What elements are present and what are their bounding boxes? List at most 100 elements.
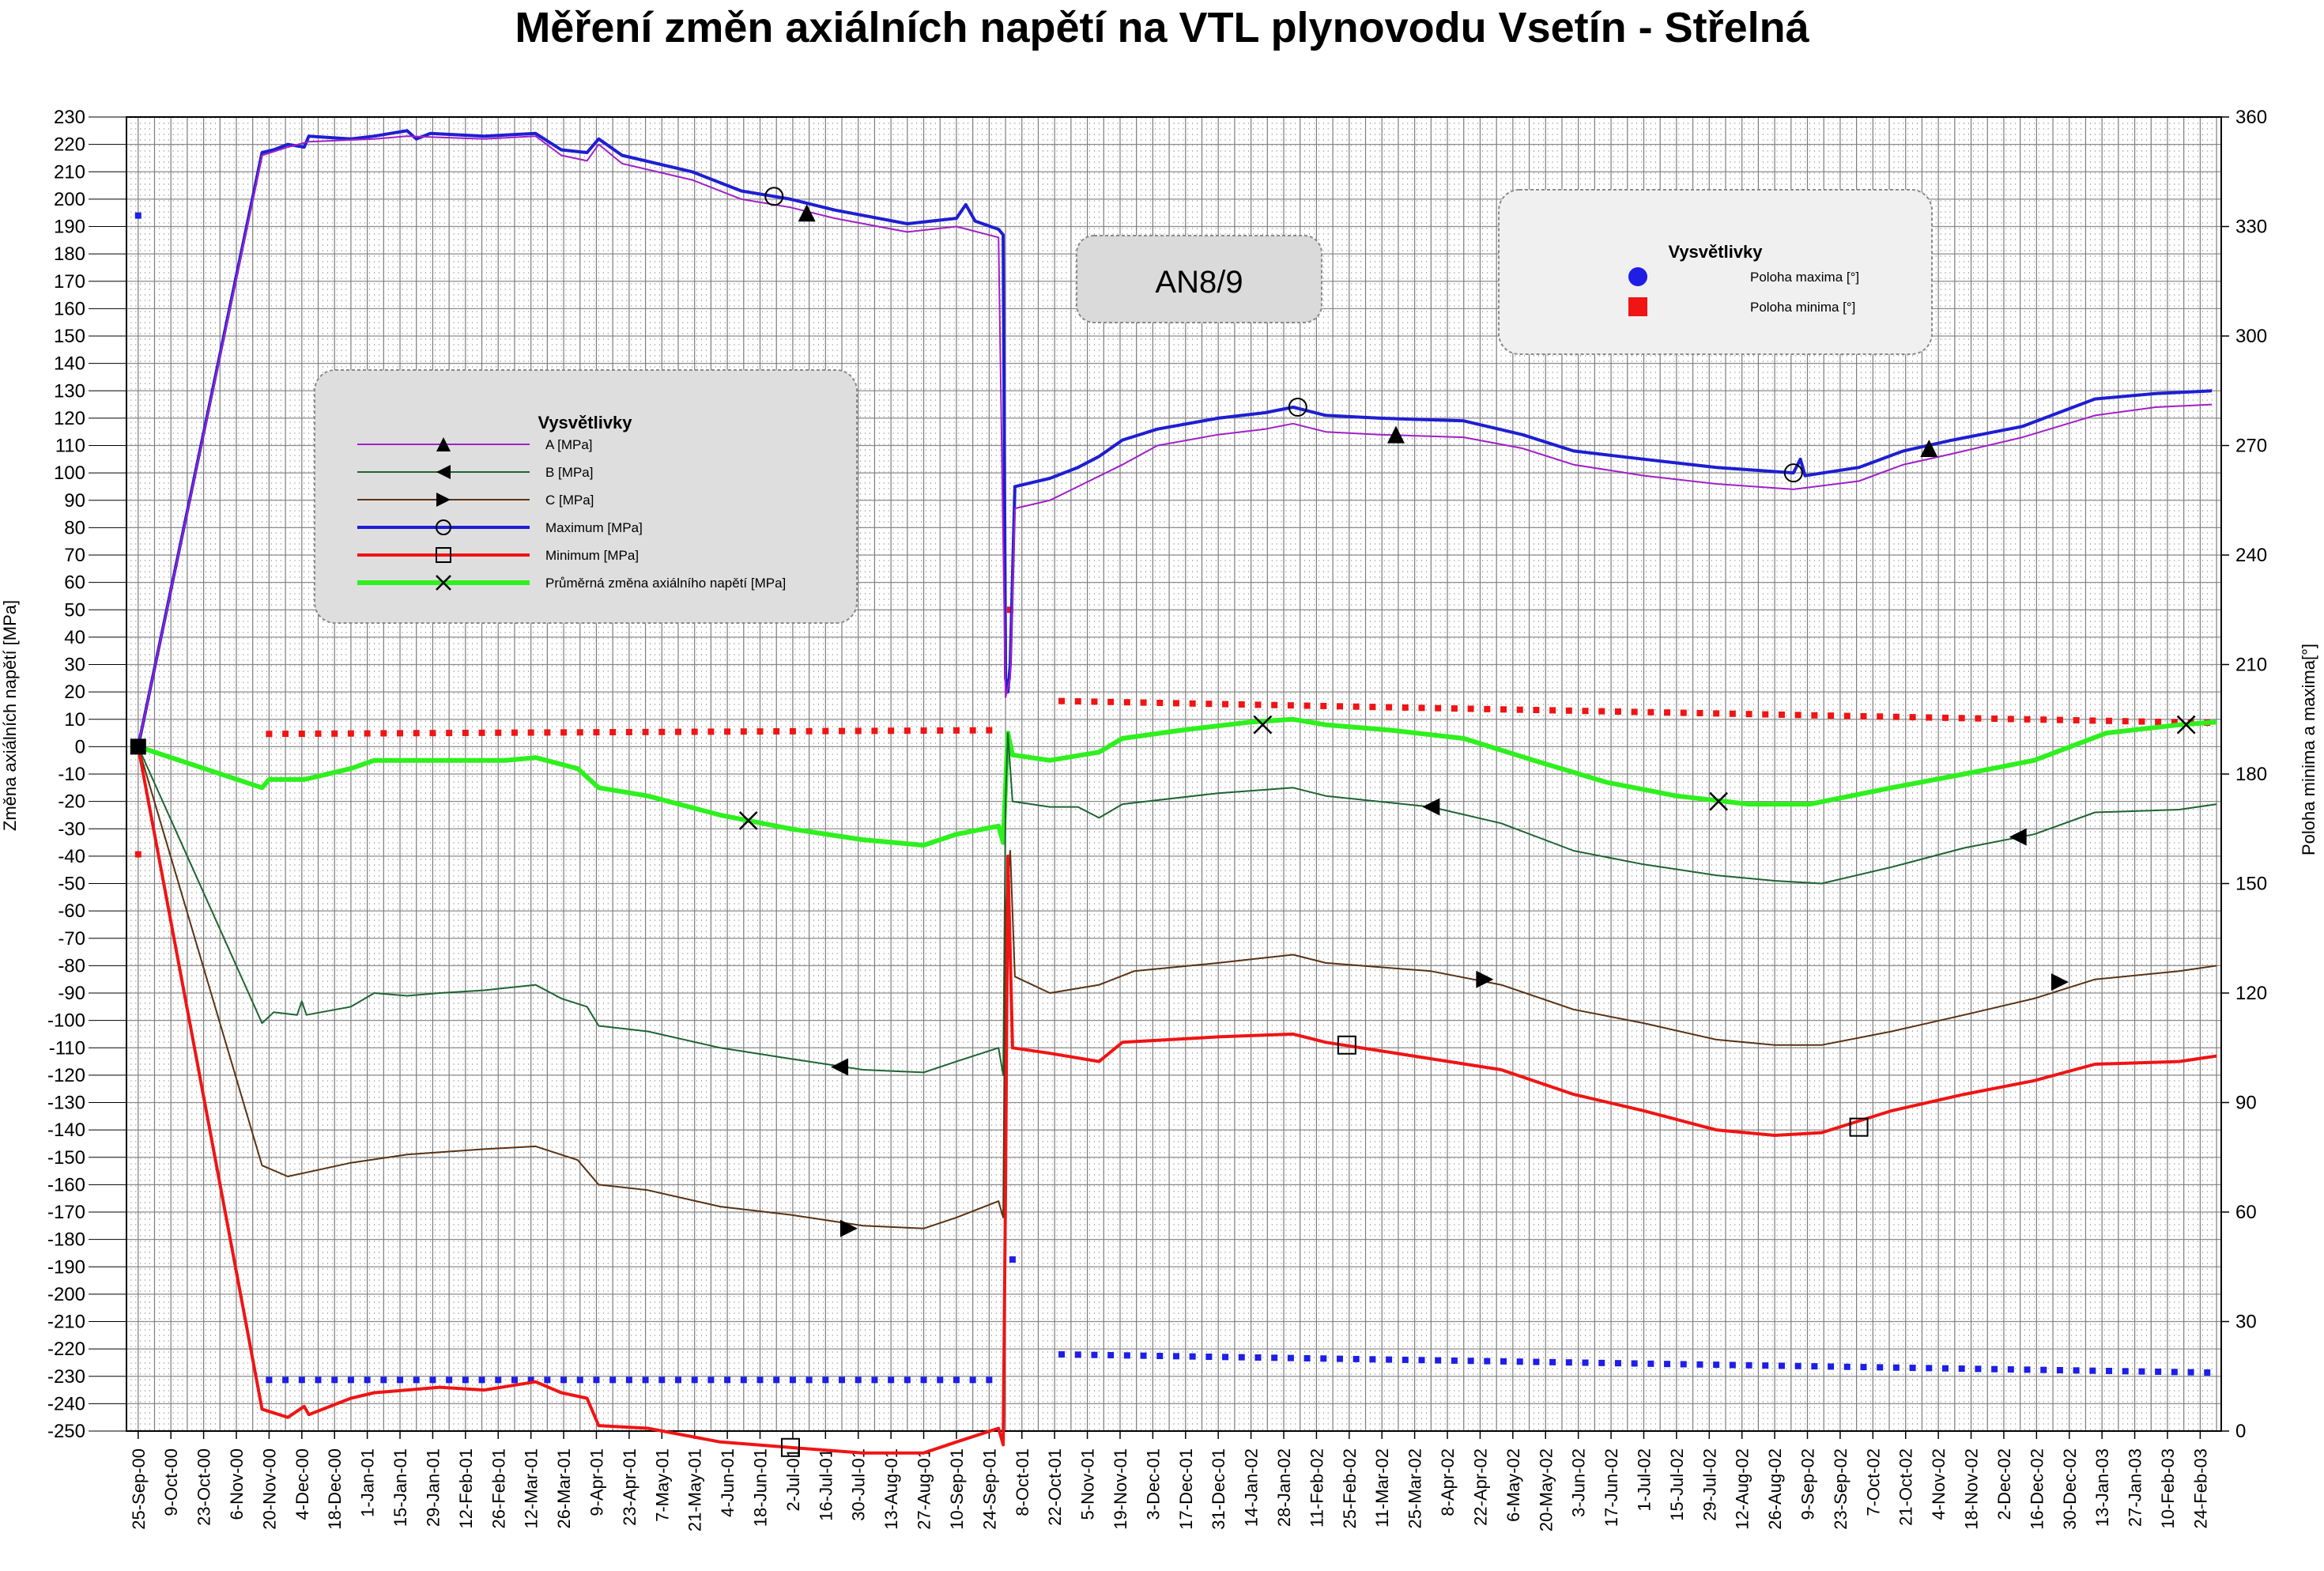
legend-title: Vysvětlivky <box>538 413 632 432</box>
position-point <box>1975 715 1982 722</box>
x-tick-label: 3-Jun-02 <box>1569 1448 1589 1517</box>
y-tick-label: 180 <box>54 244 85 265</box>
x-tick-label: 23-Apr-01 <box>620 1448 639 1526</box>
legend-label: A [MPa] <box>545 437 593 452</box>
marker-triangle-left <box>831 1058 849 1076</box>
y-tick-label: 120 <box>54 408 85 429</box>
position-point <box>2024 716 2031 723</box>
position-point <box>674 728 681 735</box>
x-tick-label: 3-Dec-01 <box>1143 1448 1163 1520</box>
position-point <box>1582 1359 1589 1366</box>
position-point <box>1696 1361 1703 1368</box>
y2-tick-label: 270 <box>2235 436 2267 457</box>
position-point <box>1647 708 1654 716</box>
y-tick-label: -50 <box>58 874 85 895</box>
position-point <box>1451 705 1458 712</box>
y-tick-label: 50 <box>64 599 85 621</box>
marker-square <box>1337 1035 1356 1055</box>
y-tick-label: -180 <box>47 1229 85 1251</box>
y-tick-label: -140 <box>47 1120 85 1141</box>
y-tick-label: -100 <box>47 1010 85 1032</box>
position-point <box>1647 1360 1654 1367</box>
position-point <box>1828 1363 1835 1370</box>
position-point <box>707 728 715 735</box>
position-point <box>1353 703 1360 710</box>
y2-tick-label: 90 <box>2235 1093 2257 1114</box>
chart-title: Měření změn axiálních napětí na VTL plyn… <box>515 4 1809 51</box>
marker-triangle-right <box>2050 973 2069 991</box>
position-point <box>331 730 338 737</box>
position-point <box>1958 1365 1965 1373</box>
position-point <box>839 1377 846 1384</box>
position-point <box>2122 718 2129 725</box>
position-point <box>1402 1356 1409 1363</box>
position-point <box>544 1377 551 1384</box>
x-tick-label: 22-Oct-01 <box>1045 1448 1065 1526</box>
y-tick-label: 20 <box>64 682 85 703</box>
marker-triangle-up <box>1386 425 1405 444</box>
marker-triangle-up <box>798 204 816 222</box>
position-point <box>1222 1354 1229 1361</box>
position-point <box>2155 718 2162 725</box>
position-point <box>822 727 829 735</box>
position-point <box>1811 1363 1818 1370</box>
x-tick-label: 27-Jan-03 <box>2126 1448 2145 1527</box>
x-tick-label: 6-Nov-00 <box>227 1448 247 1520</box>
x-axis-ticks: 25-Sep-00 9-Oct-00 23-Oct-00 6-Nov-00 20-Nov… <box>129 1431 2210 1531</box>
x-tick-label: 18-Dec-00 <box>325 1448 345 1530</box>
position-point <box>855 1377 862 1384</box>
y2-axis-title: Poloha minima a maxima[°] <box>2299 644 2318 855</box>
position-point <box>2024 1366 2031 1373</box>
legend-position-marker <box>1628 297 1647 316</box>
position-point <box>1516 706 1523 713</box>
badge-label: AN8/9 <box>1155 265 1243 300</box>
y-axis-title: Změna axiálních napětí [MPa] <box>0 600 20 831</box>
position-point <box>953 1377 960 1384</box>
position-point <box>1533 707 1540 714</box>
position-point <box>1320 1355 1327 1362</box>
marker-triangle-left <box>2009 828 2027 846</box>
position-point <box>446 730 453 737</box>
x-tick-label: 22-Apr-02 <box>1470 1448 1490 1526</box>
y-tick-label: -160 <box>47 1174 85 1195</box>
position-point <box>1516 1358 1523 1365</box>
y-tick-label: -40 <box>58 846 85 867</box>
position-point <box>266 1377 273 1384</box>
x-tick-label: 26-Mar-01 <box>554 1448 574 1528</box>
position-point <box>888 727 895 735</box>
position-point <box>347 1377 354 1384</box>
x-tick-label: 10-Feb-03 <box>2158 1448 2178 1529</box>
position-point <box>1156 1353 1164 1360</box>
y-tick-label: -220 <box>47 1339 85 1360</box>
legend-position-label: Poloha minima [°] <box>1750 300 1855 315</box>
position-point <box>1664 1361 1671 1368</box>
position-point <box>1892 713 1900 720</box>
position-point <box>1909 714 1916 721</box>
y2-tick-label: 210 <box>2235 655 2267 676</box>
x-tick-label: 7-May-01 <box>652 1448 672 1522</box>
position-point <box>1631 1360 1638 1367</box>
position-point <box>2171 719 2178 726</box>
x-tick-label: 12-Aug-02 <box>1733 1448 1752 1530</box>
position-point <box>625 728 632 735</box>
position-point <box>446 1377 453 1384</box>
position-point <box>1140 1352 1147 1359</box>
position-point <box>1074 698 1081 705</box>
position-point <box>1435 1357 1442 1364</box>
x-tick-label: 4-Nov-02 <box>1929 1448 1949 1520</box>
y-tick-label: 100 <box>54 463 85 484</box>
y-tick-label: -10 <box>58 764 85 785</box>
position-point <box>1254 701 1262 708</box>
position-point <box>429 1377 436 1384</box>
position-point <box>1598 708 1605 715</box>
legend-label: Maximum [MPa] <box>545 520 643 535</box>
y2-tick-label: 0 <box>2235 1421 2246 1442</box>
position-point <box>969 1377 976 1384</box>
position-point <box>1140 699 1147 706</box>
position-point <box>1762 1362 1769 1369</box>
position-point <box>1860 1364 1867 1371</box>
x-tick-label: 17-Jun-02 <box>1602 1448 1621 1527</box>
position-point <box>1418 704 1425 712</box>
x-tick-label: 14-Jan-02 <box>1242 1448 1262 1527</box>
position-point <box>805 727 813 735</box>
